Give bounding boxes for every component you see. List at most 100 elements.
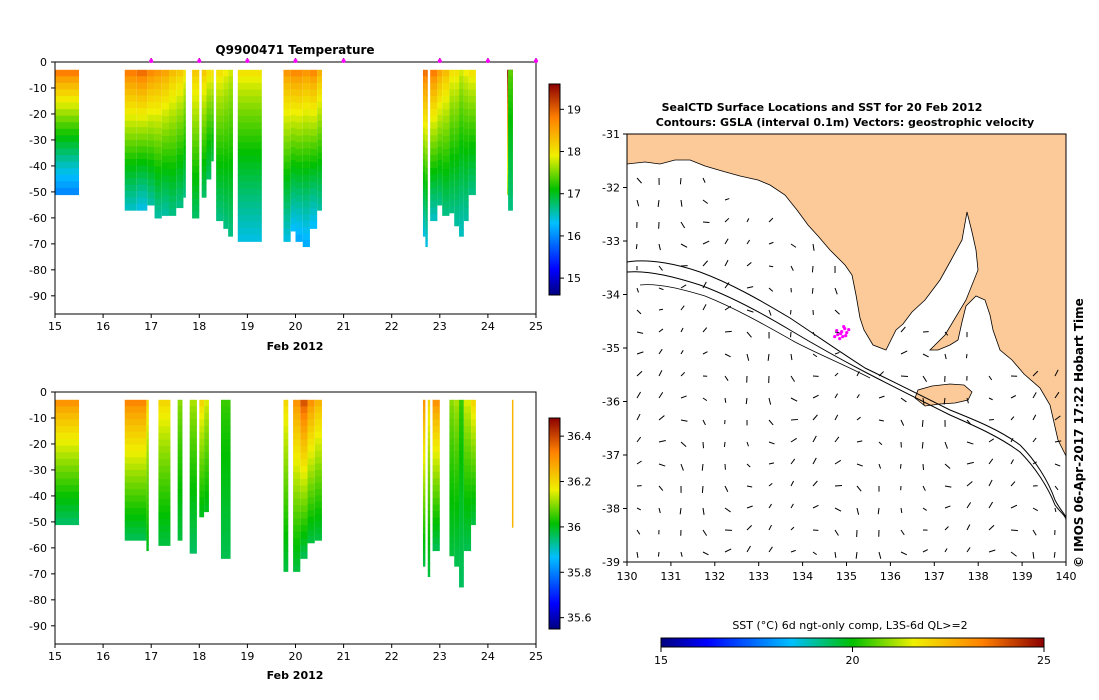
velocity-vector [922,463,925,471]
profile-34-cell [508,171,513,179]
profile-17-cell [283,76,291,84]
profile-8-cell [183,82,186,90]
profile-13-cell [314,501,322,509]
profile-4-cell [177,508,183,516]
profile-15-cell [427,511,431,519]
profile-6-cell [168,76,177,84]
profile-24-cell [425,226,428,234]
profile-19-cell [295,162,303,170]
profile-2-cell [146,530,149,538]
profile-19-cell [459,541,464,549]
geostrophic-vectors [635,177,1062,559]
profile-20-cell [463,412,472,421]
profile-11-cell [300,545,308,553]
profile-7-cell [204,458,209,467]
profile-11-cell [300,498,308,507]
velocity-vector [812,504,819,509]
profile-22-cell [317,76,322,84]
profile-15-cell [228,229,233,237]
profile-25-cell [430,187,438,195]
profile-9-cell [283,412,289,421]
profile-11-cell [300,551,308,559]
profile-3-cell [158,525,171,533]
profile-32-cell [468,102,476,110]
profile-19-cell [459,522,464,530]
profile-11-cell [206,133,212,141]
velocity-vector [702,281,707,289]
profile-6-cell [168,195,177,203]
profile-10-cell [293,478,301,487]
velocity-vector [812,243,815,251]
profile-3-cell [158,518,171,527]
velocity-vector [636,331,644,334]
profile-10-cell [293,492,301,500]
profile-20-cell [463,530,472,538]
profile-4-cell [154,192,162,200]
profile-16-cell [237,155,262,163]
profile-15-cell [427,471,431,479]
profile-29-cell [454,69,460,77]
profile-24-cell [425,76,428,84]
profile-7-cell [204,412,209,421]
profile-17-cell [283,102,291,110]
profile-30-cell [459,165,464,173]
profile-18-cell [290,140,296,148]
profile-3-cell [158,532,171,540]
velocity-vector [834,351,840,355]
profile-11-cell [206,101,212,109]
seal-location-point [835,329,839,333]
profile-28-cell [449,89,455,97]
profile-21-cell [309,109,318,117]
profile-30-cell [459,146,464,154]
temperature-colorbar [548,83,561,296]
velocity-vector [988,418,994,421]
profile-10-cell [293,472,301,480]
profile-10-cell [293,544,301,553]
profile-31-cell [463,102,469,110]
profile-1-cell [124,190,137,198]
map-y-tick-label: -37 [602,449,620,462]
profile-14-cell [422,540,426,548]
y-tick-label: -50 [29,186,47,199]
velocity-vector [1054,369,1059,377]
profile-11-cell [206,82,212,90]
velocity-vector [834,529,839,536]
profile-22-cell [511,476,514,484]
profile-30-cell [459,191,464,199]
gsla-contour-1 [627,260,1066,519]
profile-17-cell [283,129,291,137]
profile-17-cell [283,82,291,91]
profile-9-cell [192,198,200,206]
x-tick-label: 25 [529,650,543,663]
y-tick-label: -60 [29,542,47,555]
profile-13-cell [314,527,322,535]
profile-13-cell [314,444,322,452]
velocity-vector [921,441,924,449]
profile-20-cell [463,543,472,552]
profile-15-cell [427,406,431,414]
profile-5-cell [189,412,197,420]
profile-30-cell [459,172,464,180]
profile-5-cell [161,83,169,91]
velocity-vector [658,243,661,251]
profile-2-cell [136,82,148,90]
profile-16-cell [237,102,262,110]
profile-16-cell [432,452,440,460]
profile-21-cell [309,122,318,130]
profile-11-cell [300,413,308,421]
profile-2-cell [136,76,148,84]
profile-13-cell [216,102,224,110]
velocity-vector [900,397,907,403]
profile-16-cell [237,195,262,203]
velocity-vector [965,353,968,359]
profile-22-cell [317,152,322,160]
profile-20-cell [463,452,472,460]
velocity-vector [702,221,710,224]
profile-11-cell [206,69,212,77]
profile-13-cell [314,463,322,471]
profile-12-cell [307,412,315,420]
profile-9-cell [192,159,200,167]
profile-21-cell [309,89,318,97]
profile-21-cell [471,498,476,506]
profile-28-cell [449,69,455,77]
